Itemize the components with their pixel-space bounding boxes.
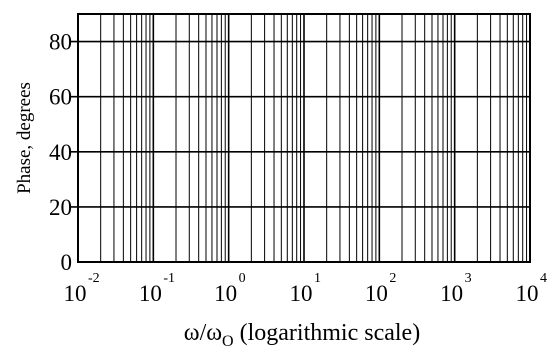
y-tick-label: 0 bbox=[61, 250, 73, 275]
x-tick-exponent: 3 bbox=[465, 271, 472, 286]
x-tick-label: 10 bbox=[516, 281, 539, 306]
y-tick-label: 80 bbox=[49, 30, 72, 55]
x-tick-exponent: -2 bbox=[88, 271, 100, 286]
x-tick-label: 10 bbox=[139, 281, 162, 306]
x-tick-exponent: -1 bbox=[163, 271, 175, 286]
x-axis-label-tail: (logarithmic scale) bbox=[234, 320, 421, 346]
x-tick-label: 10 bbox=[365, 281, 388, 306]
x-tick-exponent: 0 bbox=[239, 271, 246, 286]
grid bbox=[70, 14, 530, 262]
x-tick-label: 10 bbox=[214, 281, 237, 306]
x-tick-exponent: 2 bbox=[389, 271, 396, 286]
x-tick-exponent: 1 bbox=[314, 271, 321, 286]
y-axis-label: Phase, degrees bbox=[14, 82, 35, 194]
y-tick-label: 40 bbox=[49, 140, 72, 165]
y-tick-labels: 0 20 40 60 80 bbox=[49, 30, 72, 275]
x-axis-label: ω/ωO (logarithmic scale) bbox=[184, 320, 420, 350]
y-tick-label: 20 bbox=[49, 195, 72, 220]
x-tick-label: 10 bbox=[290, 281, 313, 306]
x-tick-exponent: 4 bbox=[540, 271, 547, 286]
y-tick-label: 60 bbox=[49, 85, 72, 110]
x-tick-label: 10 bbox=[440, 281, 463, 306]
x-axis-label-subscript: O bbox=[222, 333, 234, 350]
x-axis-label-main: ω/ω bbox=[184, 320, 222, 346]
x-tick-label: 10 bbox=[64, 281, 87, 306]
plot-frame bbox=[77, 13, 531, 263]
